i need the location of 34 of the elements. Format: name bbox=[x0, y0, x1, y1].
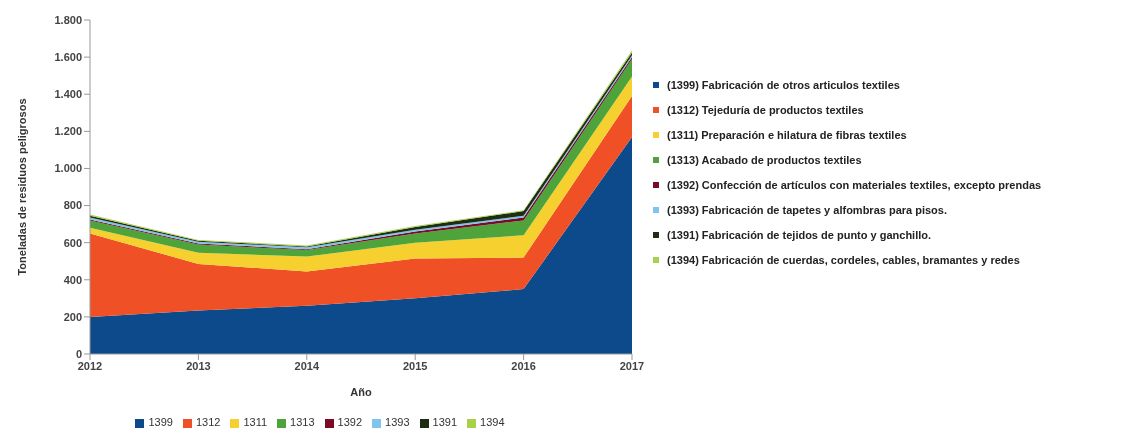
text: (1391) Fabricación de tejidos de punto y ganchillo. bbox=[667, 228, 932, 241]
text: (1312) Tejeduría de productos textiles bbox=[667, 103, 864, 116]
text: (1393) Fabricación de tapetes y alfombras para pisos. bbox=[667, 203, 947, 216]
y-tick-label: 1.400 bbox=[54, 88, 82, 101]
legend-label: 1313 bbox=[290, 416, 315, 428]
y-tick-label: 800 bbox=[63, 199, 82, 212]
x-axis-title: Año bbox=[350, 386, 372, 398]
y-tick-label: 1.600 bbox=[54, 51, 82, 64]
text: (1392) Confección de artículos con materiales textiles, excepto prendas bbox=[667, 178, 1042, 191]
legend-label: 1312 bbox=[195, 416, 221, 428]
legend-label: 1399 bbox=[148, 416, 173, 428]
x-tick-label: 2012 bbox=[77, 359, 103, 372]
text: (1399) Fabricación de otros articulos textiles bbox=[667, 78, 900, 91]
text: (1394) Fabricación de cuerdas, cordeles, cables, bramantes y redes bbox=[667, 253, 1020, 266]
y-tick-label: 200 bbox=[63, 310, 82, 323]
text: (1311) Preparación e hilatura de fibras textiles bbox=[667, 128, 907, 141]
text: (1313) Acabado de productos textiles bbox=[667, 153, 862, 166]
legend-label: 1394 bbox=[480, 416, 505, 428]
x-tick-label: 2013 bbox=[186, 359, 211, 372]
y-tick-label: 400 bbox=[63, 273, 82, 286]
y-tick-label: 1.800 bbox=[54, 13, 82, 26]
legend-label: 1392 bbox=[337, 416, 363, 428]
legend-label: 1393 bbox=[385, 416, 410, 428]
y-tick-label: 1.200 bbox=[54, 125, 82, 138]
legend-label: 1311 bbox=[243, 416, 268, 428]
x-tick-label: 2015 bbox=[402, 359, 428, 372]
y-tick-label: 1.000 bbox=[54, 162, 82, 175]
y-tick-label: 600 bbox=[63, 236, 82, 249]
y-axis-title: Toneladas de residuos peligrosos bbox=[15, 98, 28, 276]
x-tick-label: 2016 bbox=[511, 359, 536, 372]
y-tick-label: 0 bbox=[75, 347, 82, 360]
legend-label: 1391 bbox=[432, 416, 458, 428]
x-tick-label: 2017 bbox=[619, 359, 645, 372]
x-tick-label: 2014 bbox=[294, 359, 320, 372]
